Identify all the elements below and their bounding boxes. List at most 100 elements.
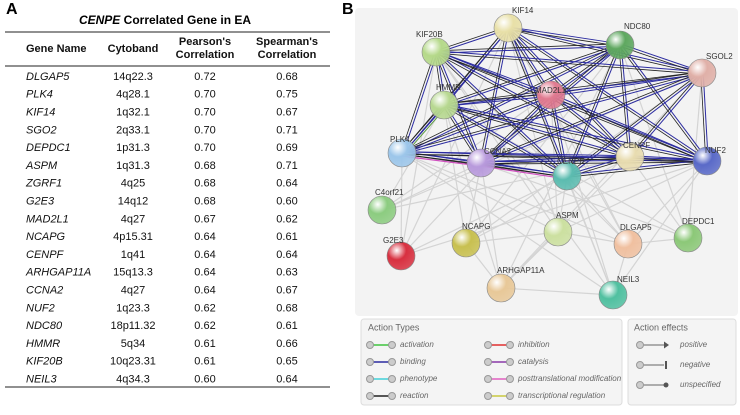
table-cell: 4p15.31 (113, 231, 153, 243)
edge (557, 160, 708, 233)
table-cell: 1q23.3 (116, 302, 150, 314)
edge (507, 28, 707, 163)
table-cell: 0.64 (194, 231, 215, 243)
edge (500, 287, 614, 296)
gene-name: DLGAP5 (26, 71, 70, 83)
table-cell: 0.70 (194, 89, 215, 101)
legend-dot (388, 375, 396, 383)
node-label: G2E3 (383, 236, 404, 245)
table-cell: 0.62 (194, 302, 215, 314)
node-label: NCAPG (462, 222, 490, 231)
table-cell: 4q34.3 (116, 374, 150, 386)
column-header: Gene Name (26, 43, 87, 55)
edge (444, 103, 568, 176)
edge (465, 231, 559, 244)
edge (550, 95, 707, 163)
column-header: Cytoband (108, 43, 159, 55)
table-cell: 1q41 (121, 249, 145, 261)
node-label: KIF20B (416, 30, 443, 39)
edge (507, 28, 620, 47)
edge (619, 44, 689, 239)
node (613, 229, 643, 259)
edge (400, 26, 508, 153)
edge (480, 162, 502, 289)
panel-label: A (6, 1, 18, 18)
legend-label: positive (679, 340, 708, 349)
edge (566, 175, 629, 245)
table-cell: 0.62 (194, 320, 215, 332)
legend-dot (366, 375, 374, 383)
legend-dot (506, 358, 514, 366)
table-cell: 0.67 (276, 107, 297, 119)
edge (435, 52, 702, 75)
node (429, 90, 459, 120)
table-cell: 1p31.3 (116, 142, 150, 154)
table-cell: 0.64 (276, 178, 297, 190)
edge (479, 93, 551, 163)
legend-title: Action Types (368, 322, 420, 332)
table-title: CENPE Correlated Gene in EA (79, 13, 251, 27)
edge (400, 51, 436, 153)
node-label: C4orf21 (375, 188, 404, 197)
edge (401, 71, 702, 153)
table-cell: 0.72 (194, 71, 215, 83)
edge (628, 71, 702, 157)
table-cell: 5q34 (121, 338, 145, 350)
table-cell: 0.70 (194, 124, 215, 136)
edge (443, 43, 620, 105)
edge (480, 165, 567, 180)
node-label: MAD2L1 (535, 86, 567, 95)
table-cell: 18p11.32 (110, 320, 155, 332)
edge (508, 26, 703, 73)
edge (702, 72, 709, 161)
legend-label: transcriptional regulation (518, 391, 606, 400)
table-cell: 0.68 (194, 196, 215, 208)
node (387, 138, 417, 168)
edge (401, 152, 614, 296)
edge (443, 93, 551, 105)
column-header: Spearman's (256, 36, 318, 48)
legend-dot (388, 341, 396, 349)
legend-dot (366, 392, 374, 400)
edge (620, 43, 703, 73)
legend-dot (484, 358, 492, 366)
legend-dot (366, 341, 374, 349)
gene-name: CCNA2 (26, 285, 63, 297)
table-cell: 4q25 (121, 178, 145, 190)
edge (402, 151, 708, 161)
table-cell: 0.61 (276, 231, 297, 243)
edge (551, 93, 708, 161)
edge (480, 163, 567, 178)
edge (435, 51, 614, 296)
table-cell: 0.68 (194, 160, 215, 172)
edge (400, 27, 509, 257)
gene-name: KIF14 (26, 107, 55, 119)
table-cell: 0.64 (194, 267, 215, 279)
edge (618, 45, 630, 158)
gene-name: NDC80 (26, 320, 63, 332)
table-cell: 0.63 (276, 267, 297, 279)
edge (618, 45, 707, 162)
table-cell: 0.64 (194, 285, 215, 297)
legend-box (627, 318, 737, 406)
node (605, 30, 635, 60)
edge (620, 44, 632, 157)
arrow-head (664, 341, 669, 349)
gene-name: KIF20B (26, 356, 63, 368)
table-cell: 0.66 (276, 338, 297, 350)
edge (567, 161, 708, 178)
node-label: CCNA2 (484, 147, 512, 156)
node (466, 148, 496, 178)
table-cell: 10q23.31 (110, 356, 156, 368)
gene-name: ASPM (25, 160, 58, 172)
table-cell: 0.62 (276, 213, 297, 225)
table-cell: 4q27 (121, 213, 145, 225)
edge (435, 51, 559, 233)
edge (402, 73, 703, 155)
table-cell: 0.70 (194, 142, 215, 154)
legend-label: activation (400, 340, 434, 349)
node-label: NUF2 (705, 146, 726, 155)
legend-dot (484, 375, 492, 383)
table-cell: 0.67 (194, 213, 215, 225)
node (552, 161, 582, 191)
